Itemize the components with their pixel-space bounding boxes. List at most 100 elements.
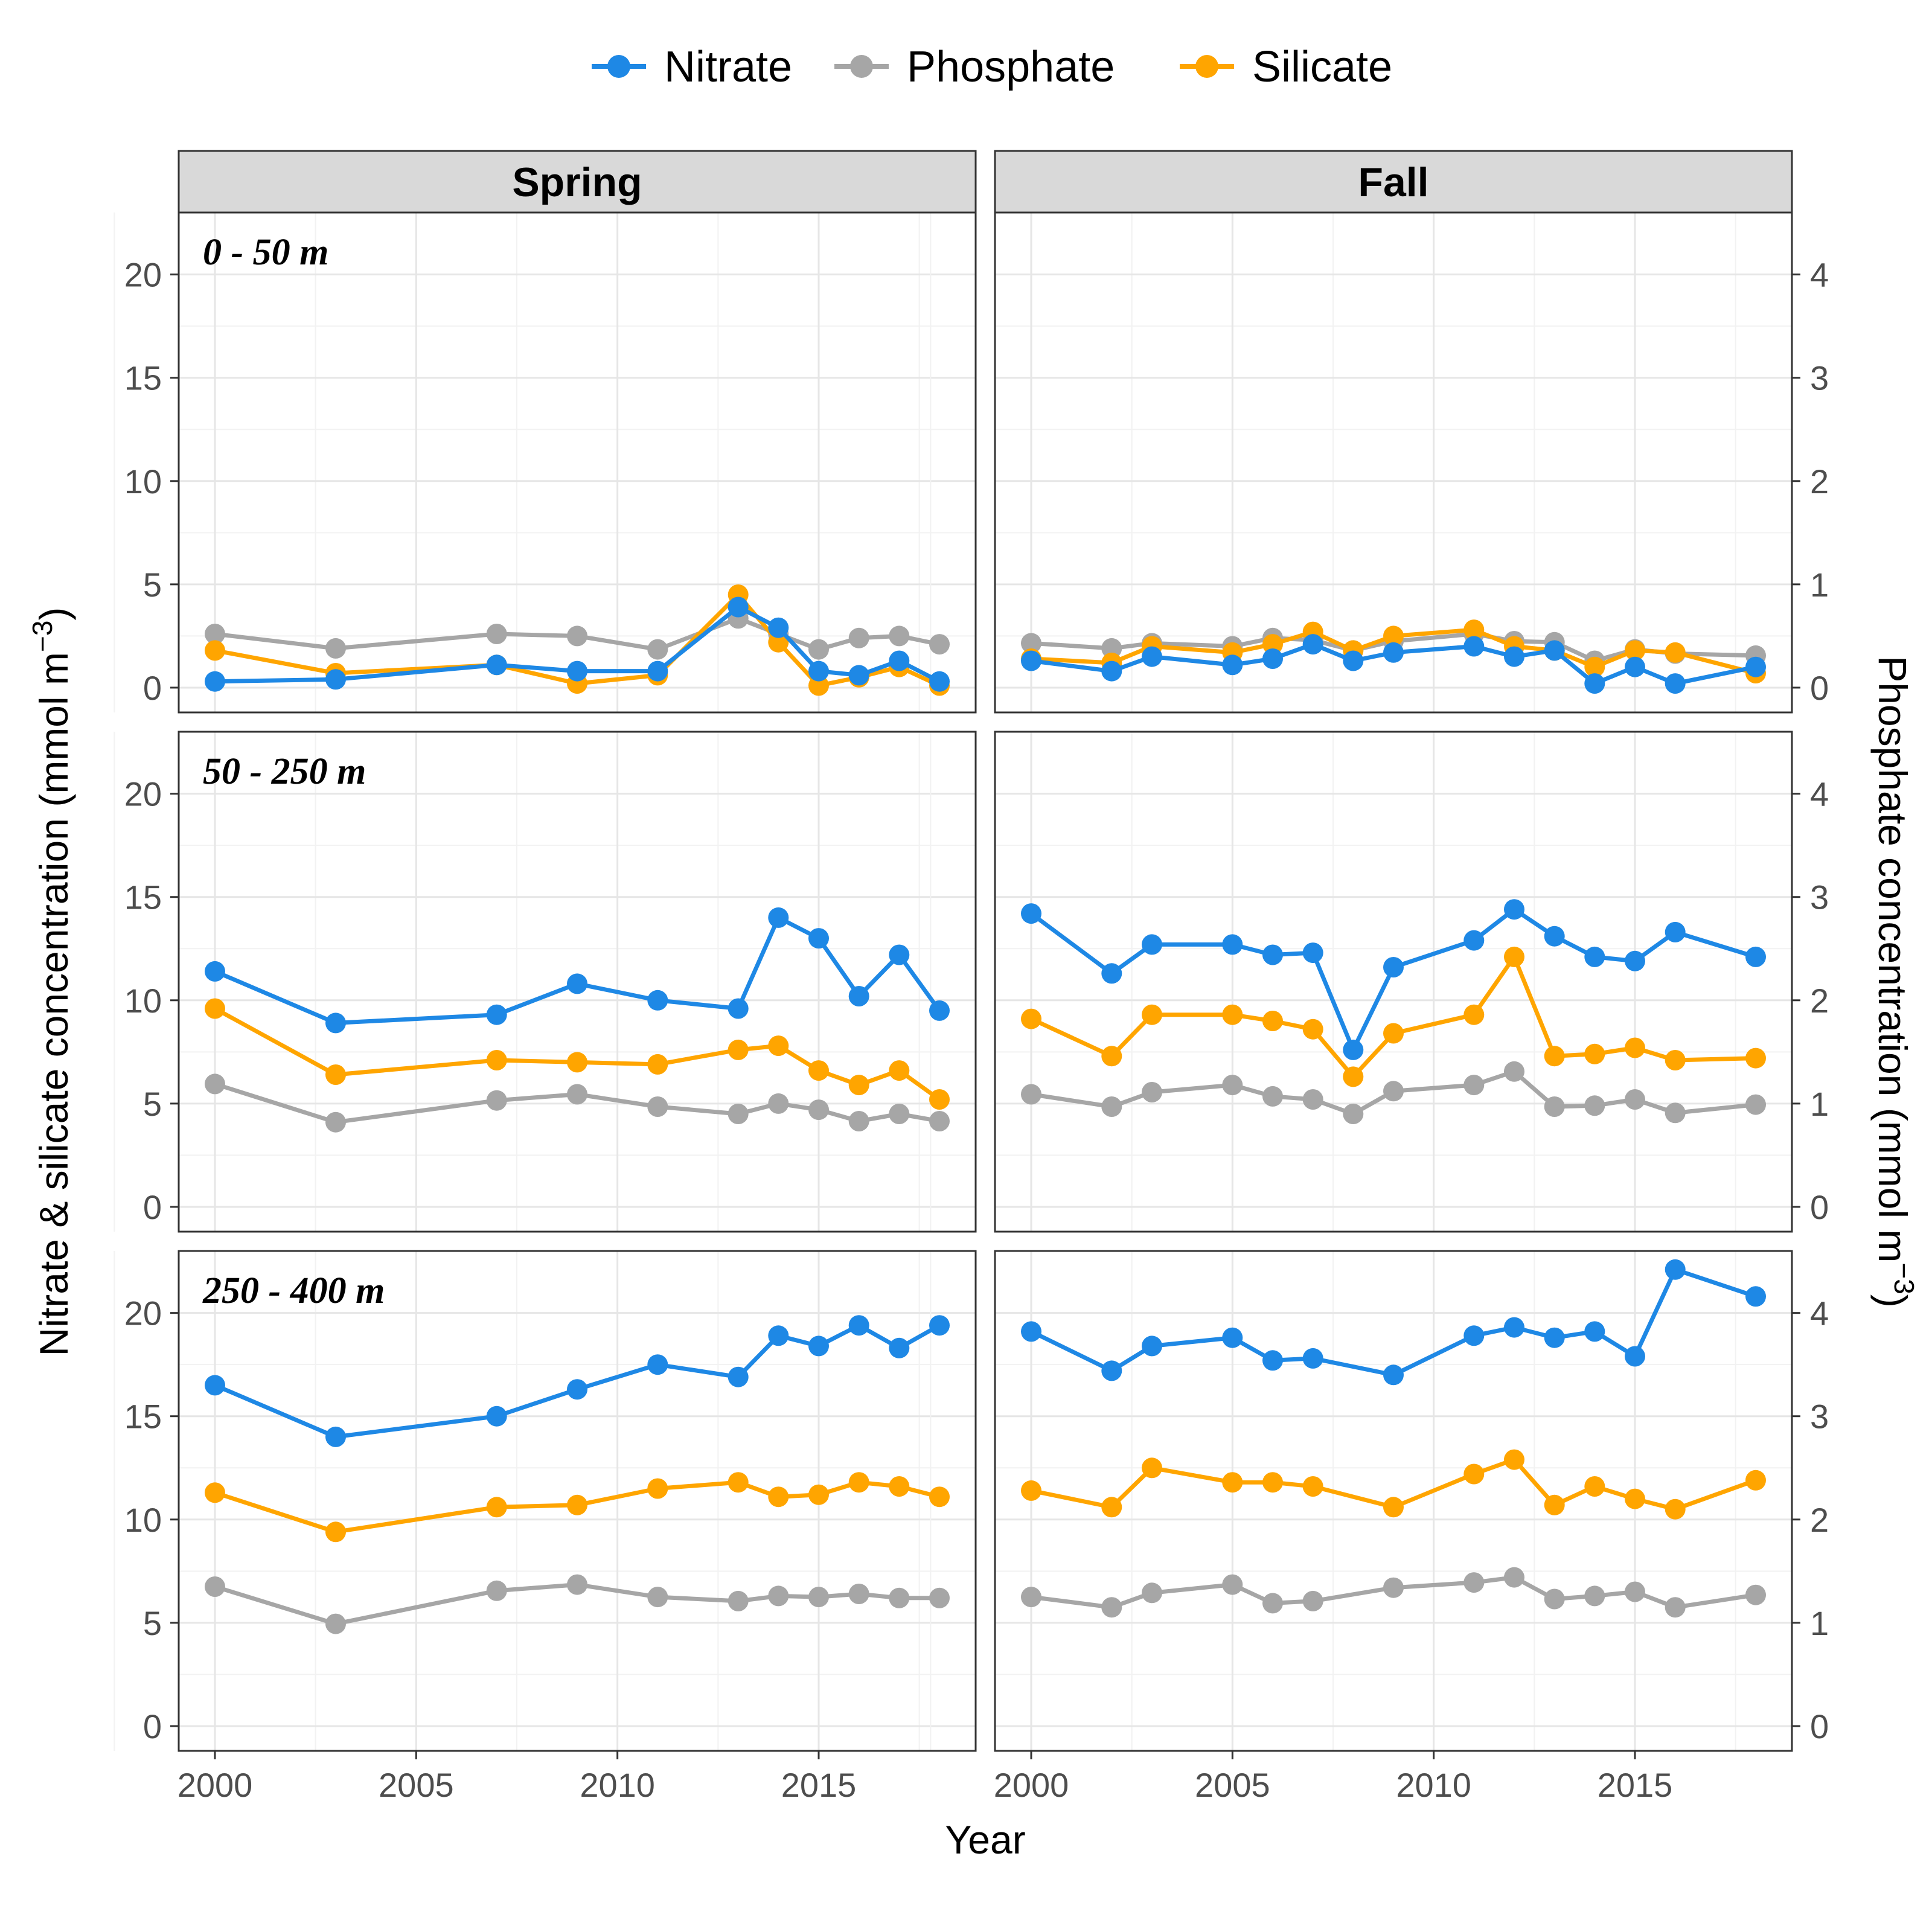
x-axis-title: Year — [945, 1817, 1025, 1862]
data-point-phosphate — [1142, 1082, 1162, 1102]
y-axis-title-right-superscript: −3 — [1889, 1262, 1920, 1294]
panel-border — [994, 731, 1793, 1233]
data-point-silicate — [1343, 1066, 1364, 1087]
data-point-nitrate — [808, 661, 829, 682]
data-point-nitrate — [205, 671, 225, 692]
y-tick-label-left: 0 — [143, 669, 162, 707]
data-point-silicate — [768, 632, 789, 653]
depth-label: 0 - 50 m — [203, 232, 328, 273]
data-point-nitrate — [325, 669, 346, 690]
data-point-silicate — [1625, 1037, 1645, 1058]
data-point-nitrate — [848, 665, 869, 686]
data-point-nitrate — [728, 597, 749, 618]
data-point-phosphate — [567, 1574, 587, 1595]
data-point-phosphate — [1504, 1061, 1524, 1082]
data-point-nitrate — [1302, 1348, 1323, 1369]
y-tick-label-right: 1 — [1810, 566, 1829, 604]
data-point-phosphate — [929, 634, 950, 655]
data-point-nitrate — [1463, 636, 1485, 657]
data-point-nitrate — [205, 1375, 225, 1396]
data-point-silicate — [486, 1497, 507, 1518]
y-tick-label-right: 4 — [1810, 775, 1829, 813]
data-point-nitrate — [1544, 926, 1565, 947]
data-point-silicate — [808, 1060, 829, 1081]
data-point-nitrate — [889, 944, 910, 965]
data-point-nitrate — [1584, 673, 1605, 694]
y-tick-label-left: 0 — [143, 1188, 162, 1226]
data-point-phosphate — [728, 1104, 749, 1124]
data-point-nitrate — [1101, 661, 1122, 682]
series-group-fall-row1 — [1021, 619, 1766, 694]
data-point-phosphate — [1665, 1597, 1686, 1618]
y-tick-label-right: 3 — [1810, 359, 1829, 397]
series-group-fall-row3 — [1021, 1259, 1766, 1618]
legend-label: Silicate — [1252, 43, 1392, 91]
y-tick-label-left: 10 — [124, 982, 162, 1020]
data-point-nitrate — [808, 928, 829, 949]
y-axis-title-right-text: Phosphate concentration (mmol m — [1870, 656, 1915, 1262]
data-point-nitrate — [1463, 1325, 1485, 1346]
data-point-nitrate — [325, 1426, 346, 1447]
data-point-nitrate — [889, 650, 910, 671]
data-point-silicate — [1262, 634, 1283, 655]
data-point-nitrate — [1383, 642, 1404, 663]
y-axis-title-right: Phosphate concentration (mmol m−3) — [1870, 656, 1920, 1308]
facet-strip-label: Spring — [512, 159, 642, 205]
data-point-silicate — [1584, 1043, 1605, 1064]
data-point-nitrate — [1142, 1335, 1162, 1357]
data-point-phosphate — [808, 639, 829, 660]
data-point-nitrate — [1262, 944, 1283, 965]
data-point-silicate — [889, 1060, 910, 1081]
data-point-silicate — [1584, 1476, 1605, 1497]
y-tick-label-left: 0 — [143, 1707, 162, 1745]
data-point-nitrate — [1383, 1364, 1404, 1386]
data-point-silicate — [205, 998, 225, 1019]
data-point-phosphate — [1262, 1593, 1283, 1614]
data-point-phosphate — [1302, 1089, 1323, 1110]
data-point-silicate — [647, 1054, 668, 1075]
x-tick-label: 2015 — [1598, 1766, 1673, 1804]
data-point-silicate — [1544, 1494, 1565, 1515]
data-point-silicate — [1101, 1046, 1122, 1067]
data-point-silicate — [1544, 1046, 1565, 1067]
data-point-silicate — [1625, 1488, 1645, 1509]
data-point-silicate — [929, 1486, 950, 1508]
data-point-nitrate — [486, 654, 507, 676]
legend-key-point — [607, 55, 630, 78]
data-point-nitrate — [929, 1000, 950, 1021]
y-tick-label-right: 1 — [1810, 1085, 1829, 1123]
data-point-silicate — [808, 1484, 829, 1505]
y-axis-title-left-close: ) — [31, 607, 76, 621]
data-point-phosphate — [1463, 1572, 1485, 1593]
data-point-nitrate — [1745, 656, 1766, 677]
data-point-nitrate — [1544, 640, 1565, 661]
data-point-nitrate — [486, 1406, 507, 1427]
data-point-phosphate — [768, 1585, 789, 1607]
data-point-phosphate — [647, 1587, 668, 1608]
data-point-nitrate — [1302, 634, 1323, 655]
panel-fall-row2 — [930, 732, 1792, 1232]
data-point-nitrate — [1584, 1321, 1605, 1342]
data-point-silicate — [808, 675, 829, 696]
legend-key-point — [1195, 55, 1218, 78]
y-tick-label-left: 15 — [124, 359, 162, 397]
data-point-nitrate — [768, 1325, 789, 1346]
legend-item-phosphate: Phosphate — [834, 43, 1115, 91]
data-point-silicate — [768, 1486, 789, 1508]
data-point-phosphate — [848, 1111, 869, 1131]
data-point-nitrate — [1101, 963, 1122, 984]
data-point-phosphate — [848, 627, 869, 648]
data-point-phosphate — [1343, 1104, 1364, 1124]
panel-fall-row1 — [930, 213, 1792, 712]
data-point-phosphate — [647, 639, 668, 660]
data-point-phosphate — [1544, 1096, 1565, 1117]
data-point-phosphate — [1021, 1587, 1041, 1608]
data-point-silicate — [1665, 1499, 1686, 1520]
y-tick-label-left: 20 — [124, 775, 162, 813]
data-point-silicate — [647, 1478, 668, 1499]
data-point-nitrate — [567, 973, 587, 994]
data-point-nitrate — [1625, 1346, 1645, 1367]
data-point-nitrate — [768, 907, 789, 928]
data-point-nitrate — [1544, 1327, 1565, 1348]
